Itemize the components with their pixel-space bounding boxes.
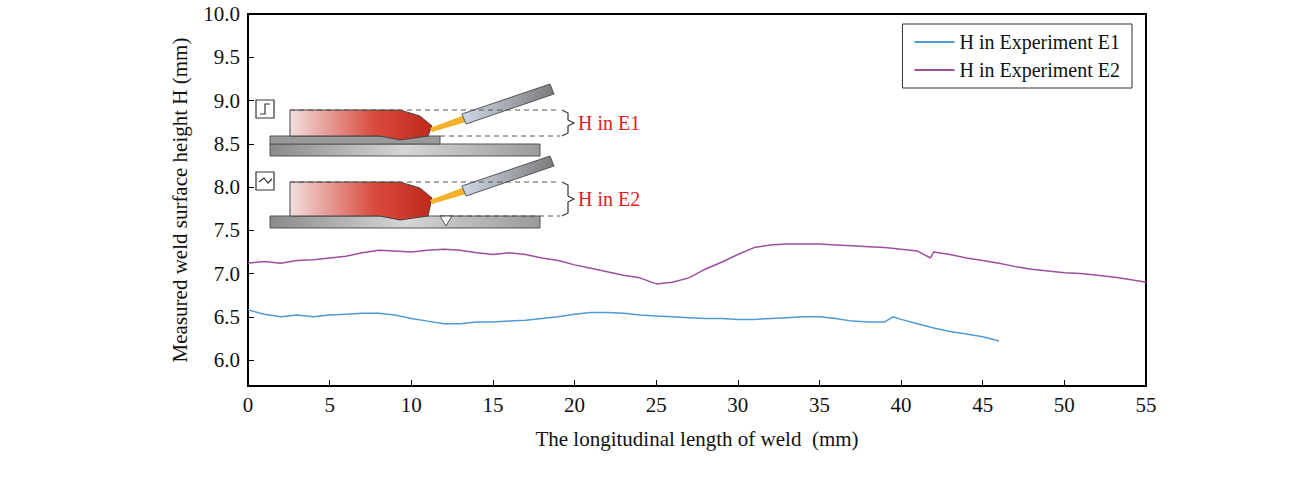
svg-text:15: 15 [482,393,503,417]
svg-text:9.5: 9.5 [214,45,240,69]
svg-text:9.0: 9.0 [214,89,240,113]
svg-text:6.5: 6.5 [214,305,240,329]
svg-text:7.0: 7.0 [214,262,240,286]
svg-text:H in E2: H in E2 [578,188,640,210]
svg-text:6.0: 6.0 [214,348,240,372]
svg-text:7.5: 7.5 [214,218,240,242]
svg-text:5: 5 [324,393,335,417]
svg-text:10.0: 10.0 [203,2,240,26]
svg-text:40: 40 [891,393,912,417]
svg-text:The longitudinal length of wel: The longitudinal length of weld (mm) [535,427,858,451]
svg-text:45: 45 [972,393,993,417]
svg-text:H in Experiment E1: H in Experiment E1 [959,31,1120,54]
svg-text:H in E1: H in E1 [578,112,640,134]
svg-text:20: 20 [564,393,585,417]
svg-text:Measured weld surface height H: Measured weld surface height H (mm) [168,38,192,363]
svg-text:50: 50 [1054,393,1075,417]
svg-text:8.0: 8.0 [214,175,240,199]
svg-text:H in Experiment E2: H in Experiment E2 [959,59,1120,82]
svg-text:25: 25 [646,393,667,417]
svg-text:0: 0 [243,393,254,417]
svg-text:30: 30 [727,393,748,417]
svg-text:55: 55 [1136,393,1157,417]
svg-text:10: 10 [401,393,422,417]
svg-text:8.5: 8.5 [214,132,240,156]
svg-text:35: 35 [809,393,830,417]
